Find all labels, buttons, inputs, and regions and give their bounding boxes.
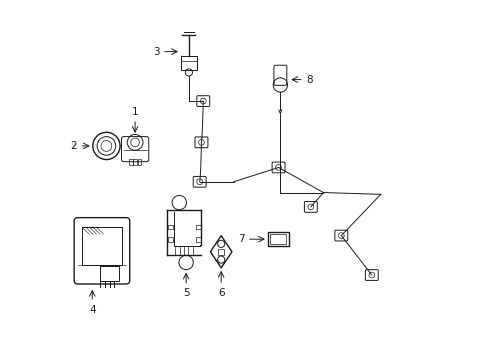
- Bar: [133, 159, 137, 165]
- Text: 5: 5: [183, 288, 189, 298]
- Bar: [137, 159, 141, 165]
- Bar: [269, 234, 286, 244]
- Text: 8: 8: [305, 75, 312, 85]
- Bar: [196, 225, 201, 229]
- Bar: [100, 266, 119, 281]
- Bar: [168, 237, 172, 242]
- Text: 6: 6: [218, 288, 224, 298]
- Text: 3: 3: [153, 46, 159, 57]
- Text: 7: 7: [237, 234, 244, 244]
- Bar: [129, 159, 132, 165]
- Bar: [181, 56, 196, 69]
- Text: 1: 1: [132, 107, 138, 117]
- Bar: [218, 249, 224, 255]
- Bar: [267, 232, 288, 246]
- Bar: [82, 227, 122, 265]
- Bar: [196, 237, 201, 242]
- Bar: [168, 225, 172, 229]
- Text: 4: 4: [89, 305, 95, 315]
- Text: 2: 2: [70, 141, 77, 151]
